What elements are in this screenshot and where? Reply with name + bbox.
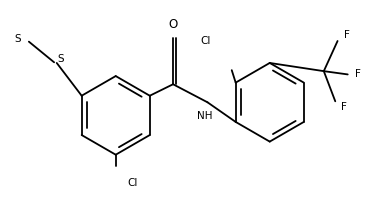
Text: F: F xyxy=(355,69,361,79)
Text: Cl: Cl xyxy=(201,36,211,46)
Text: S: S xyxy=(57,54,64,64)
Text: F: F xyxy=(341,102,347,112)
Text: F: F xyxy=(344,30,350,40)
Text: NH: NH xyxy=(197,111,212,121)
Text: Cl: Cl xyxy=(127,178,137,188)
Text: O: O xyxy=(169,18,178,31)
Text: S: S xyxy=(14,34,21,44)
